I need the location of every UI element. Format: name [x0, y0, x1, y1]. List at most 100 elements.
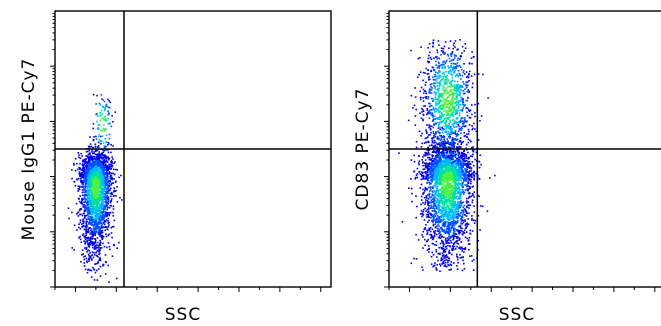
event-dot — [468, 160, 471, 163]
event-dot — [450, 155, 452, 158]
event-dot — [448, 177, 450, 180]
event-dot — [71, 169, 73, 171]
event-dot — [465, 209, 467, 212]
event-dot — [443, 225, 446, 228]
event-dot — [115, 180, 117, 183]
event-dot — [445, 254, 448, 256]
event-dot — [461, 166, 464, 168]
density-dots-left — [67, 93, 123, 283]
event-dot — [424, 203, 426, 205]
event-dot — [98, 210, 100, 213]
event-dot — [94, 211, 96, 214]
event-dot — [444, 249, 447, 251]
event-dot — [81, 189, 84, 191]
event-dot — [420, 146, 423, 148]
event-dot — [439, 215, 442, 217]
event-dot — [99, 166, 102, 169]
event-dot — [420, 173, 423, 176]
event-dot — [97, 193, 100, 195]
event-dot — [437, 191, 440, 193]
event-dot — [460, 146, 462, 148]
event-dot — [435, 250, 438, 253]
event-dot — [108, 113, 110, 115]
event-dot — [85, 232, 87, 235]
event-dot — [427, 186, 430, 189]
event-dot — [79, 219, 82, 221]
event-dot — [87, 181, 89, 184]
event-dot — [101, 198, 103, 201]
event-dot — [88, 186, 90, 188]
event-dot — [93, 136, 95, 138]
event-dot — [422, 247, 424, 249]
event-dot — [454, 248, 457, 250]
event-dot — [457, 162, 459, 165]
event-dot — [439, 264, 442, 267]
event-dot — [437, 161, 440, 163]
event-dot — [100, 222, 102, 225]
event-dot — [94, 157, 96, 160]
event-dot — [105, 134, 108, 136]
event-dot — [470, 169, 473, 172]
event-dot — [89, 164, 91, 167]
event-dot — [444, 251, 447, 253]
event-dot — [460, 170, 462, 173]
event-dot — [85, 218, 88, 221]
event-dot — [428, 163, 430, 165]
event-dot — [100, 135, 102, 138]
event-dot — [457, 225, 460, 228]
event-dot — [471, 186, 474, 188]
event-dot — [436, 269, 438, 271]
event-dot — [94, 192, 96, 194]
event-dot — [443, 143, 446, 145]
event-dot — [84, 194, 87, 197]
event-dot — [91, 164, 94, 167]
event-dot — [81, 160, 84, 162]
event-dot — [441, 187, 444, 190]
event-dot — [467, 181, 469, 183]
event-dot — [89, 169, 92, 171]
event-dot — [473, 177, 475, 180]
event-dot — [105, 156, 107, 158]
event-dot — [450, 221, 453, 223]
event-dot — [98, 230, 100, 233]
event-dot — [439, 182, 442, 185]
event-dot — [444, 141, 447, 143]
event-dot — [80, 241, 83, 243]
event-dot — [108, 163, 110, 166]
event-dot — [85, 183, 87, 185]
event-dot — [459, 169, 461, 171]
event-dot — [428, 144, 431, 147]
event-dot — [108, 281, 110, 283]
event-dot — [437, 199, 440, 201]
event-dot — [470, 167, 473, 169]
event-dot — [431, 154, 433, 156]
event-dot — [95, 254, 98, 257]
event-dot — [97, 194, 100, 197]
event-dot — [453, 145, 455, 148]
event-dot — [421, 234, 423, 236]
event-dot — [88, 183, 91, 185]
event-dot — [105, 214, 107, 216]
event-dot — [101, 208, 103, 211]
event-dot — [83, 196, 86, 199]
event-dot — [98, 134, 100, 136]
event-dot — [100, 201, 103, 203]
event-dot — [104, 138, 106, 140]
event-dot — [95, 230, 98, 232]
event-dot — [461, 269, 464, 272]
event-dot — [98, 244, 101, 246]
event-dot — [105, 190, 108, 193]
event-dot — [436, 163, 438, 165]
event-dot — [454, 155, 457, 157]
event-dot — [94, 153, 97, 156]
event-dot — [430, 201, 432, 204]
event-dot — [427, 229, 429, 232]
event-dot — [107, 184, 109, 187]
event-dot — [92, 246, 94, 249]
event-dot — [434, 223, 437, 225]
event-dot — [447, 212, 449, 215]
event-dot — [434, 196, 436, 198]
event-dot — [79, 238, 82, 241]
event-dot — [447, 166, 450, 168]
event-dot — [464, 168, 466, 170]
